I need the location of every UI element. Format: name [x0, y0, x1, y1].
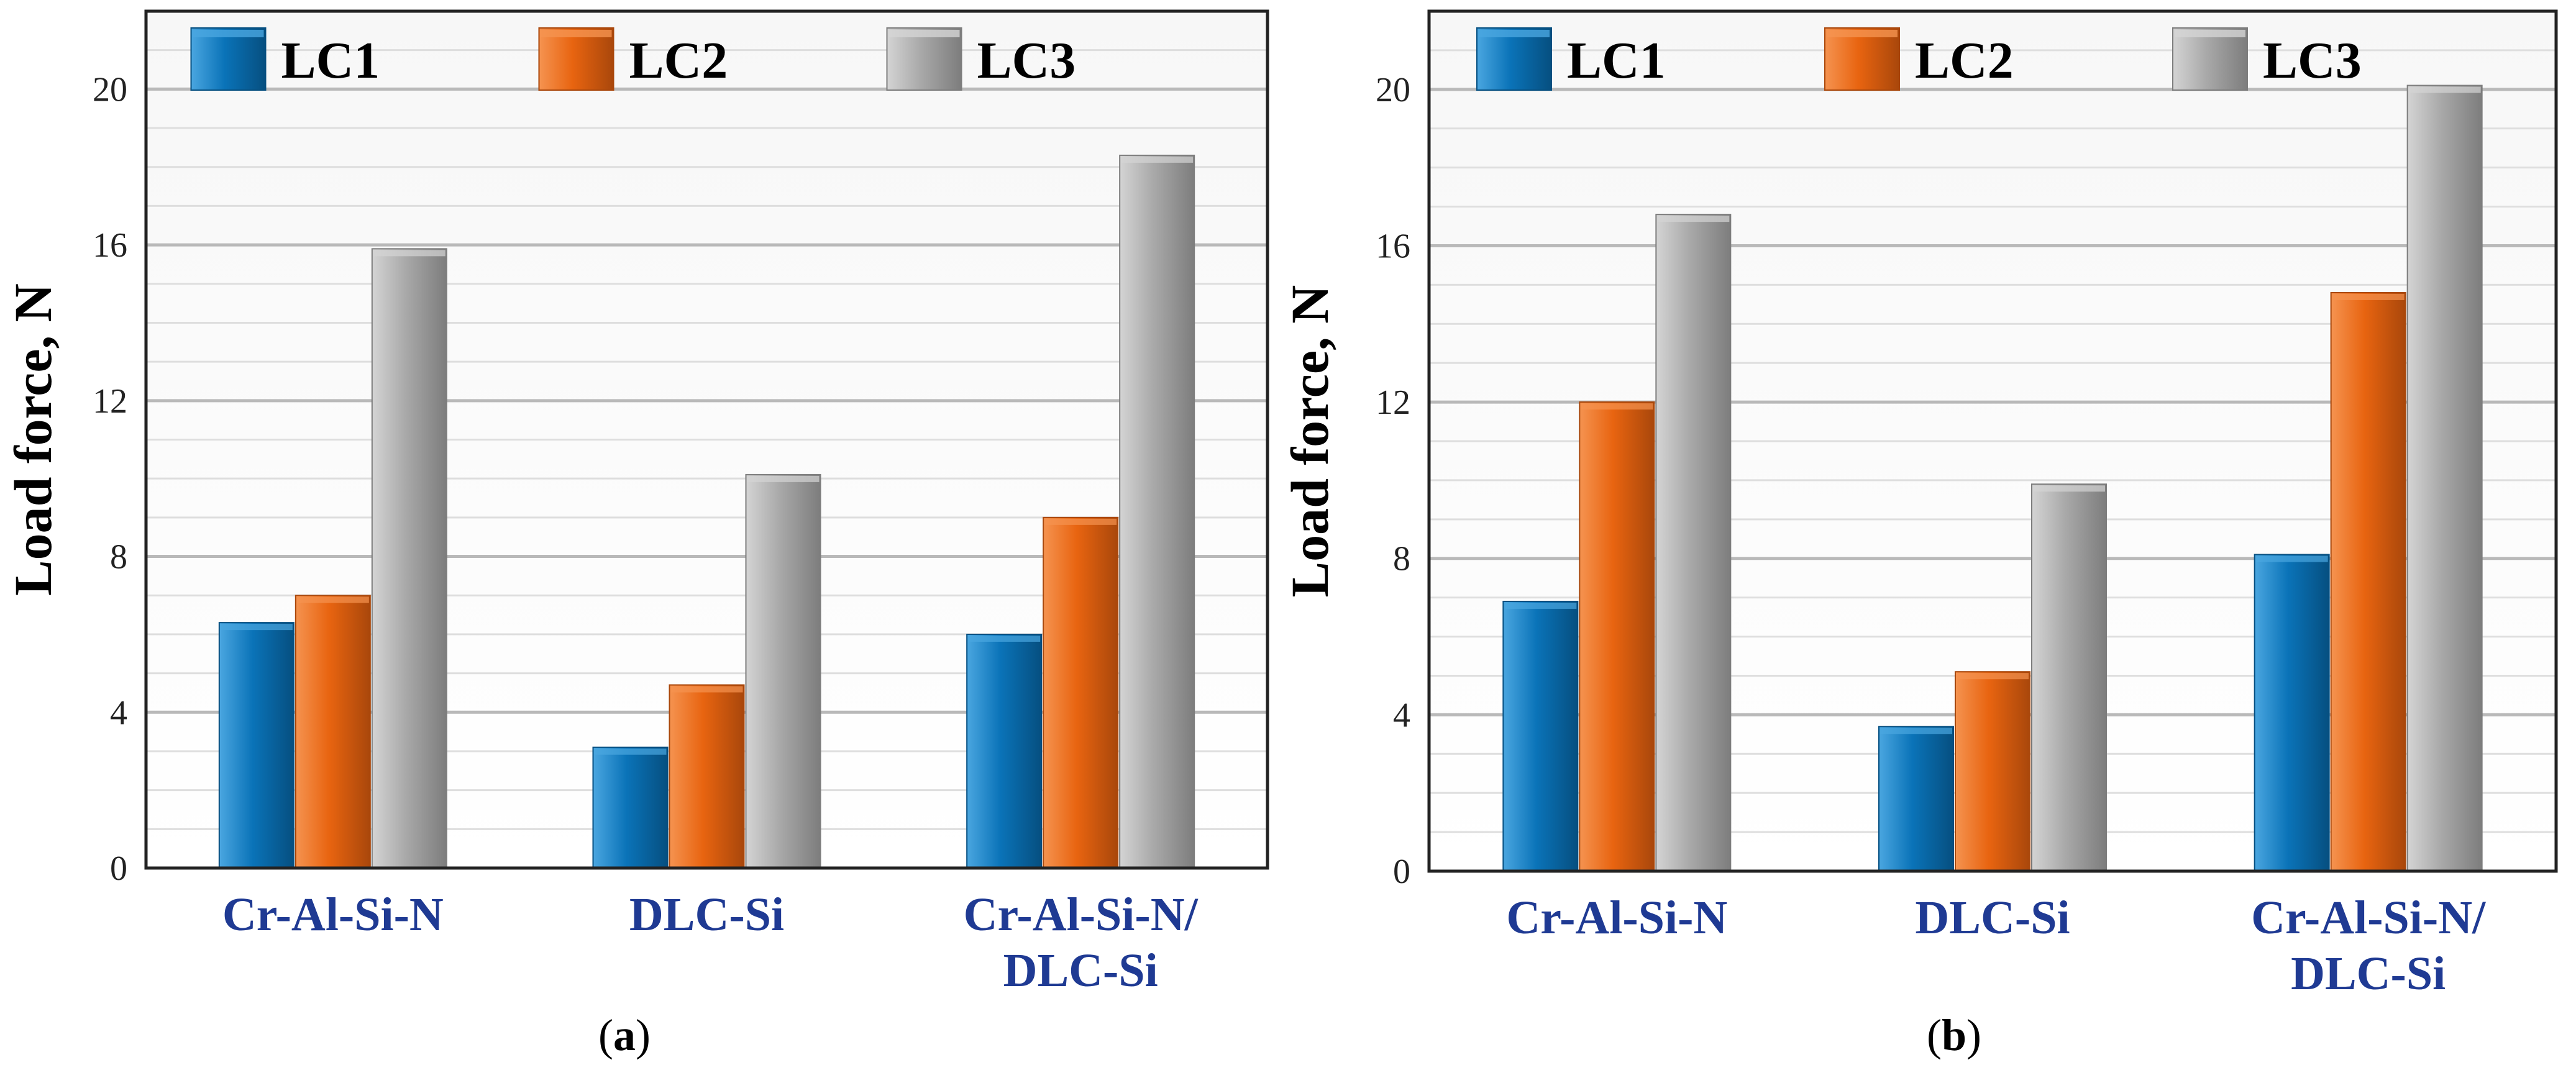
y-tick-label: 0	[1393, 853, 1410, 891]
bar-lc3-1	[1655, 214, 1732, 872]
bar-top-highlight	[1121, 156, 1194, 163]
legend-swatch-highlight	[193, 30, 264, 37]
caption-letter: b	[1942, 1010, 1966, 1060]
legend-swatch-lc2	[1824, 27, 1900, 91]
bar-lc1-2	[592, 746, 669, 869]
bar-lc3-2	[2031, 483, 2107, 872]
bar-top-highlight	[1044, 518, 1117, 525]
legend-label-lc2: LC2	[1915, 32, 2014, 89]
caption-open-paren: (	[598, 1010, 613, 1060]
category-label: Cr-Al-Si-N	[222, 889, 444, 941]
y-tick-label: 12	[93, 382, 127, 421]
bar-top-highlight	[968, 635, 1041, 642]
bar-lc1-1	[218, 622, 295, 869]
bar-lc2-1	[295, 595, 371, 869]
bar-lc3-1	[371, 248, 447, 869]
bar-top-highlight	[1880, 728, 1952, 734]
bar-lc3-3	[1119, 154, 1195, 869]
legend-swatch-lc1	[190, 27, 267, 91]
legend-label-lc2: LC2	[629, 32, 728, 89]
bar-top-highlight	[1957, 673, 2029, 680]
y-tick-label: 8	[1393, 540, 1410, 578]
panel-caption: (a)	[598, 1010, 651, 1060]
y-tick-label: 20	[1376, 71, 1410, 109]
bar-top-highlight	[2033, 485, 2105, 492]
y-axis-label: Load force, N	[1280, 285, 1340, 597]
y-tick-label: 4	[1393, 696, 1410, 734]
y-tick-label: 8	[110, 538, 127, 577]
y-tick-label: 16	[1376, 227, 1410, 265]
bar-lc1-3	[966, 633, 1043, 869]
legend-swatch-highlight	[888, 30, 960, 37]
bar-lc1-3	[2254, 554, 2330, 872]
legend-swatch-highlight	[2175, 30, 2245, 37]
bar-top-highlight	[220, 624, 293, 631]
bar-top-highlight	[1657, 216, 1730, 222]
category-label: DLC-Si	[1003, 944, 1158, 997]
bar-lc3-3	[2406, 85, 2483, 872]
legend-swatch-lc3	[886, 27, 962, 91]
caption-close-paren: )	[1966, 1010, 1981, 1060]
legend-swatch-highlight	[541, 30, 612, 37]
category-label: DLC-Si	[629, 889, 784, 941]
bar-lc3-2	[745, 473, 821, 869]
bar-top-highlight	[747, 475, 820, 482]
legend-swatch-lc3	[2172, 27, 2248, 91]
legend-label-lc3: LC3	[977, 32, 1076, 89]
legend-label-lc3: LC3	[2263, 32, 2362, 89]
legend-label-lc1: LC1	[1567, 32, 1666, 89]
bar-top-highlight	[1504, 602, 1577, 609]
bar-lc2-1	[1579, 401, 1655, 872]
y-tick-label: 16	[93, 226, 127, 265]
category-label: Cr-Al-Si-N	[1506, 892, 1727, 944]
legend-label-lc1: LC1	[281, 32, 380, 89]
y-tick-label: 0	[110, 849, 127, 888]
bar-lc1-2	[1878, 726, 1954, 872]
legend-swatch-highlight	[1827, 30, 1898, 37]
bar-lc2-2	[1955, 671, 2030, 872]
bar-lc2-2	[669, 684, 745, 869]
legend-swatch-lc1	[1476, 27, 1552, 91]
legend: LC1 LC2 LC3	[1476, 27, 2362, 91]
legend-swatch-lc2	[538, 27, 614, 91]
y-axis-label: Load force, N	[3, 283, 63, 595]
bar-top-highlight	[1581, 403, 1653, 410]
bar-top-highlight	[2255, 555, 2328, 562]
plot-frame	[1427, 9, 2558, 873]
panel-caption: (b)	[1927, 1010, 1981, 1060]
caption-close-paren: )	[636, 1010, 651, 1060]
bar-top-highlight	[296, 597, 369, 603]
category-label: Cr-Al-Si-N/	[2251, 892, 2486, 944]
legend-swatch-highlight	[1479, 30, 1550, 37]
bar-top-highlight	[2408, 86, 2481, 93]
caption-letter: a	[613, 1010, 636, 1060]
bar-lc2-3	[1043, 516, 1119, 869]
bar-lc1-1	[1502, 600, 1579, 872]
legend: LC1 LC2 LC3	[190, 27, 1076, 91]
plot-frame	[144, 9, 1269, 870]
y-tick-label: 12	[1376, 383, 1410, 422]
bar-top-highlight	[373, 250, 445, 257]
category-label: DLC-Si	[2291, 948, 2446, 1000]
caption-open-paren: (	[1927, 1010, 1942, 1060]
y-tick-label: 4	[110, 693, 127, 732]
category-label: Cr-Al-Si-N/	[964, 889, 1199, 941]
y-tick-label: 20	[93, 70, 127, 109]
category-label: DLC-Si	[1915, 892, 2070, 944]
bar-lc2-3	[2330, 291, 2406, 872]
bar-top-highlight	[594, 748, 667, 755]
bar-top-highlight	[2332, 293, 2405, 300]
bar-top-highlight	[670, 686, 743, 693]
